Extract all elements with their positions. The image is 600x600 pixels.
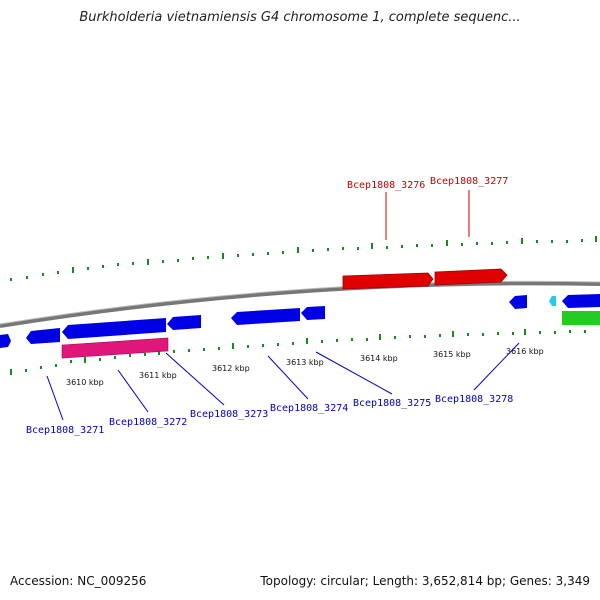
gene-Bcep1808_3270[interactable] [0, 334, 11, 348]
label-Bcep1808_3273[interactable]: Bcep1808_3273 [190, 409, 268, 420]
scale-label-3612: 3612 kbp [212, 364, 250, 373]
gc-track-inner [10, 329, 586, 375]
scale-label-3616: 3616 kbp [506, 347, 544, 356]
gene-Bcep1808_3279[interactable] [562, 294, 600, 308]
gene-Bcep1808_3275[interactable] [301, 306, 325, 320]
map-title: Burkholderia vietnamiensis G4 chromosome… [79, 10, 521, 25]
label-Bcep1808_3278[interactable]: Bcep1808_3278 [435, 394, 513, 405]
label-Bcep1808_3271[interactable]: Bcep1808_3271 [26, 425, 104, 436]
gene-Bcep1808_3272[interactable] [62, 318, 166, 339]
forward-genes [342, 268, 508, 290]
scale-label-3615: 3615 kbp [433, 350, 471, 359]
scale-label-3610: 3610 kbp [66, 378, 104, 387]
gene-Bcep1808_3273[interactable] [167, 315, 201, 330]
scale-label-3614: 3614 kbp [360, 354, 398, 363]
chromosome-backbone [0, 281, 600, 328]
label-Bcep1808_3276[interactable]: Bcep1808_3276 [347, 180, 425, 191]
reverse-genes [0, 294, 600, 348]
label-Bcep1808_3274[interactable]: Bcep1808_3274 [270, 403, 348, 414]
label-Bcep1808_3275[interactable]: Bcep1808_3275 [353, 398, 431, 409]
gene-Bcep1808_3277[interactable] [434, 268, 508, 286]
scale-labels: 3610 kbp 3611 kbp 3612 kbp 3613 kbp 3614… [66, 347, 544, 387]
scale-label-3613: 3613 kbp [286, 358, 324, 367]
gc-track-outer [10, 236, 597, 281]
other-gene-feature[interactable] [562, 311, 600, 325]
misc-feature-marker[interactable] [549, 296, 556, 306]
rna-gene-feature[interactable] [61, 337, 169, 359]
accession-text: Accession: NC_009256 [10, 574, 147, 588]
gene-Bcep1808_3278[interactable] [509, 295, 527, 309]
gene-Bcep1808_3274[interactable] [231, 308, 300, 325]
gene-Bcep1808_3276[interactable] [342, 272, 434, 290]
label-Bcep1808_3277[interactable]: Bcep1808_3277 [430, 176, 508, 187]
label-leaders [46, 190, 520, 421]
label-Bcep1808_3272[interactable]: Bcep1808_3272 [109, 417, 187, 428]
gene-Bcep1808_3271[interactable] [26, 328, 60, 344]
topology-stats-text: Topology: circular; Length: 3,652,814 bp… [260, 574, 590, 588]
scale-label-3611: 3611 kbp [139, 371, 177, 380]
